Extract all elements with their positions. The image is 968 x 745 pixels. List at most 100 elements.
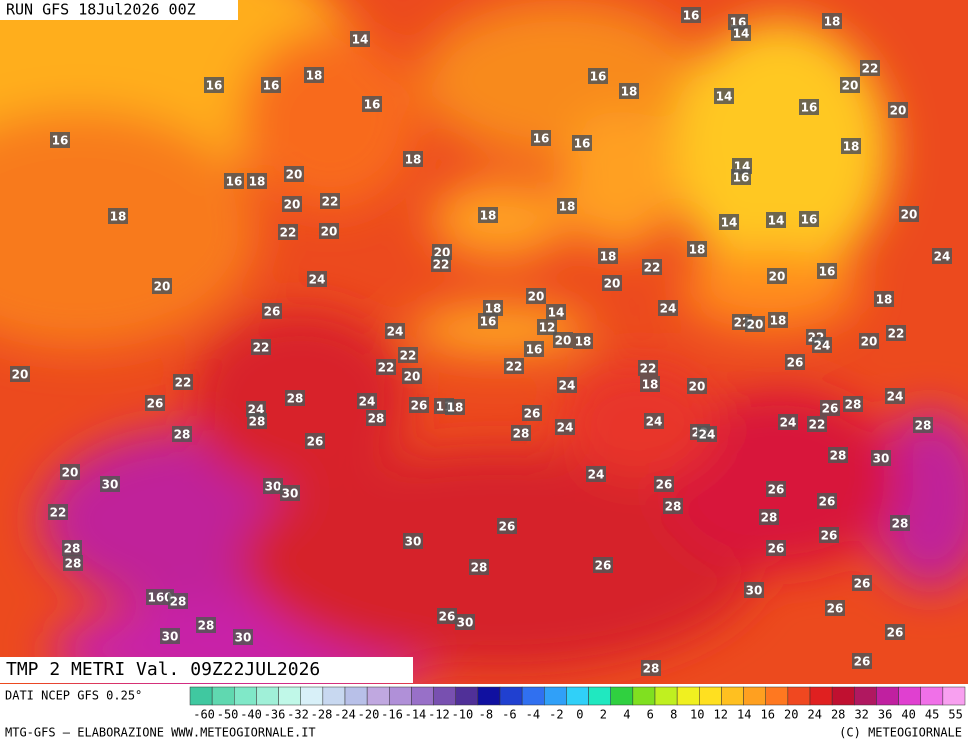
colorbar-label: 4 <box>623 708 630 722</box>
colorbar-label: -20 <box>358 708 380 722</box>
label-box <box>822 13 842 29</box>
label-box <box>573 333 593 349</box>
label-box <box>641 660 661 676</box>
temperature-label: 18 <box>249 175 266 189</box>
temperature-label: 26 <box>854 577 871 591</box>
temperature-label: 24 <box>934 250 951 264</box>
credit: MTG-GFS — ELABORAZIONE WWW.METEOGIORNALE… <box>5 726 316 740</box>
temperature-label: 26 <box>787 356 804 370</box>
label-box <box>759 509 779 525</box>
colorbar-label: 2 <box>600 708 607 722</box>
colorbar-label: -50 <box>217 708 239 722</box>
temperature-label: 30 <box>102 478 119 492</box>
colorbar-swatch <box>499 686 523 706</box>
colorbar-swatch <box>366 686 390 706</box>
temperature-label: 18 <box>689 243 706 257</box>
temperature-label: 22 <box>175 376 192 390</box>
label-box <box>843 396 863 412</box>
temperature-label: 30 <box>162 630 179 644</box>
temperature-label: 24 <box>780 416 797 430</box>
temperature-label: 30 <box>265 480 282 494</box>
colorbar-swatch <box>787 686 811 706</box>
colorbar-swatch <box>920 686 944 706</box>
temperature-label: 26 <box>768 483 785 497</box>
temperature-label: 22 <box>640 362 657 376</box>
label-box <box>10 366 30 382</box>
label-box <box>524 341 544 357</box>
colorbar-swatch <box>854 686 877 706</box>
colorbar-label: -16 <box>381 708 403 722</box>
label-box <box>196 617 216 633</box>
label-box <box>385 323 405 339</box>
label-box <box>602 275 622 291</box>
colorbar-swatch <box>898 686 921 706</box>
colorbar-swatch <box>654 686 678 706</box>
label-box <box>285 390 305 406</box>
temperature-label: 26 <box>827 602 844 616</box>
label-box <box>160 628 180 644</box>
temperature-label: 26 <box>264 305 281 319</box>
label-box <box>840 77 860 93</box>
temperature-label: 24 <box>559 379 576 393</box>
temperature-label: 26 <box>499 520 516 534</box>
temperature-label: 24 <box>660 302 677 316</box>
temperature-label: 20 <box>689 380 706 394</box>
label-box <box>767 268 787 284</box>
label-box <box>504 358 524 374</box>
temperature-label: 30 <box>235 631 252 645</box>
label-box <box>719 214 739 230</box>
label-box <box>874 291 894 307</box>
label-box <box>152 278 172 294</box>
label-box <box>546 304 566 320</box>
temperature-label: 22 <box>862 62 879 76</box>
temperature-label: 14 <box>352 33 369 47</box>
label-box <box>262 303 282 319</box>
colorbar-label: -12 <box>428 708 450 722</box>
label-box <box>63 555 83 571</box>
colorbar-swatch <box>521 686 545 706</box>
label-box <box>586 466 606 482</box>
temperature-label: 26 <box>439 610 456 624</box>
label-box <box>852 575 872 591</box>
colorbar-label: -2 <box>549 708 563 722</box>
label-box <box>859 333 879 349</box>
label-box <box>48 504 68 520</box>
label-box <box>307 271 327 287</box>
label-box <box>766 540 786 556</box>
label-box <box>50 132 70 148</box>
temperature-label: 28 <box>892 517 909 531</box>
label-box <box>687 378 707 394</box>
temperature-label: 24 <box>699 428 716 442</box>
temperature-label: 22 <box>809 418 826 432</box>
temperature-label: 20 <box>62 466 79 480</box>
temperature-label: 20 <box>404 370 421 384</box>
label-box <box>593 557 613 573</box>
label-box <box>619 83 639 99</box>
label-box <box>409 397 429 413</box>
colorbar-label: -10 <box>452 708 474 722</box>
temperature-label: 24 <box>887 390 904 404</box>
colorbar-swatch <box>234 686 257 706</box>
temperature-label: 16 <box>480 315 497 329</box>
temperature-label: 28 <box>198 619 215 633</box>
temperature-label: 26 <box>147 397 164 411</box>
temperature-label: 22 <box>506 360 523 374</box>
temperature-label: 26 <box>887 626 904 640</box>
copyright: (C) METEOGIORNALE <box>839 726 962 740</box>
label-box <box>663 498 683 514</box>
temperature-label: 28 <box>830 449 847 463</box>
temperature-label: 22 <box>50 506 67 520</box>
label-box <box>469 559 489 575</box>
colorbar-swatch <box>344 686 368 706</box>
temperature-label: 16 <box>819 265 836 279</box>
temperature-label: 28 <box>368 412 385 426</box>
temperature-label: 16 <box>801 101 818 115</box>
label-box <box>366 410 386 426</box>
colorbar-label: 45 <box>925 708 939 722</box>
temperature-label: 26 <box>822 402 839 416</box>
label-box <box>362 96 382 112</box>
temperature-label: 22 <box>322 195 339 209</box>
label-box <box>483 300 503 316</box>
temperature-label: 26 <box>656 478 673 492</box>
